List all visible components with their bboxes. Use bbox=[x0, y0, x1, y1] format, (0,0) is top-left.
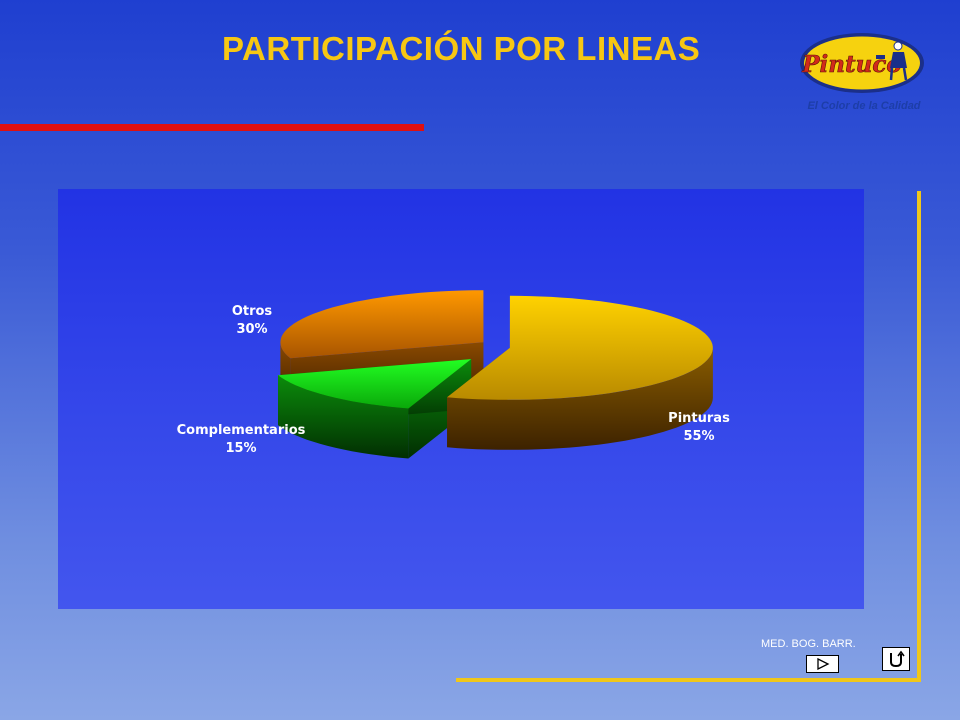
pie-slice-top-pinturas bbox=[447, 295, 713, 400]
play-button[interactable] bbox=[806, 655, 839, 673]
chart-plot-area: Otros 30% Complementarios 15% Pinturas 5… bbox=[58, 189, 864, 609]
slice-label-pinturas-name: Pinturas bbox=[668, 411, 730, 426]
pie-chart bbox=[278, 290, 713, 459]
frame-horizontal-line bbox=[456, 678, 921, 682]
return-icon bbox=[890, 650, 905, 668]
pie-slice-side-complementarios bbox=[278, 375, 409, 459]
red-accent-bar bbox=[0, 124, 424, 131]
pie-slice-side-pinturas bbox=[447, 347, 713, 450]
page-title: PARTICIPACIÓN POR LINEAS bbox=[222, 30, 701, 67]
slice-label-otros: Otros 30% bbox=[212, 303, 292, 339]
slice-label-otros-pct: 30% bbox=[236, 322, 268, 337]
slice-label-complementarios-name: Complementarios bbox=[176, 423, 306, 438]
play-icon bbox=[816, 658, 829, 670]
footer-cities: MED. BOG. BARR. bbox=[761, 638, 856, 650]
return-button[interactable] bbox=[882, 647, 910, 671]
logo-brand-text: Pintuco bbox=[801, 51, 901, 78]
slice-label-complementarios: Complementarios 15% bbox=[166, 422, 316, 458]
frame-vertical-line bbox=[917, 191, 921, 681]
pie-slice-top-complementarios bbox=[278, 359, 472, 409]
logo-tagline: El Color de la Calidad bbox=[807, 100, 921, 112]
pie-slice-pinturas bbox=[447, 295, 713, 450]
pintuco-logo: Pintuco bbox=[800, 33, 924, 93]
slice-label-complementarios-pct: 15% bbox=[225, 441, 257, 456]
pie-slice-complementarios bbox=[278, 359, 472, 459]
slice-label-otros-name: Otros bbox=[231, 304, 273, 319]
slice-label-pinturas: Pinturas 55% bbox=[654, 410, 744, 446]
slice-label-pinturas-pct: 55% bbox=[683, 429, 715, 444]
pie-slice-top-otros bbox=[280, 290, 484, 359]
